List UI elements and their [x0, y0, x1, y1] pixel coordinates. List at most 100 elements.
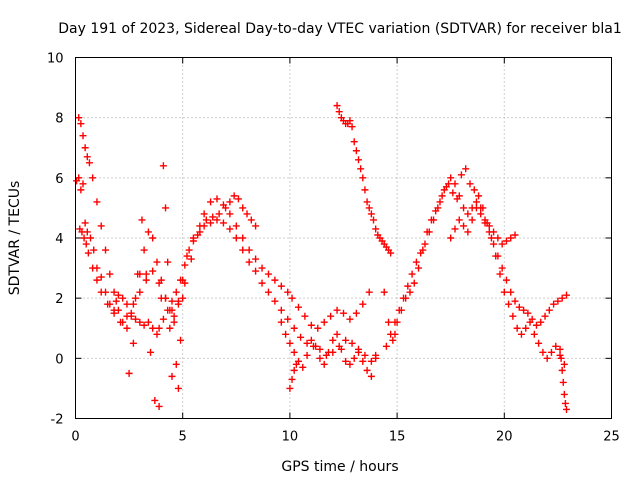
data-point — [136, 318, 144, 326]
data-points — [73, 102, 570, 413]
data-point — [404, 282, 412, 290]
data-point — [157, 276, 165, 284]
data-point — [400, 294, 408, 302]
data-point — [517, 330, 525, 338]
data-point — [179, 294, 187, 302]
data-point — [202, 216, 210, 224]
data-point — [286, 339, 294, 347]
data-point — [412, 258, 420, 266]
data-point — [359, 357, 367, 365]
data-point — [82, 240, 90, 248]
data-point — [558, 366, 566, 374]
data-point — [472, 204, 480, 212]
data-point — [140, 321, 148, 329]
data-point — [271, 297, 279, 305]
data-point — [333, 306, 341, 314]
data-point — [106, 270, 114, 278]
data-point — [153, 330, 161, 338]
data-point — [129, 339, 137, 347]
data-point — [552, 342, 560, 350]
data-point — [119, 294, 127, 302]
data-point — [316, 345, 324, 353]
data-point — [288, 375, 296, 383]
series-b — [76, 195, 373, 332]
data-point — [560, 390, 568, 398]
data-point — [149, 234, 157, 242]
data-point — [410, 279, 418, 287]
data-point — [189, 234, 197, 242]
data-point — [151, 396, 159, 404]
x-tick-label: 5 — [179, 430, 187, 445]
data-point — [451, 180, 459, 188]
data-point — [138, 216, 146, 224]
data-point — [447, 174, 455, 182]
data-point — [460, 204, 468, 212]
data-point — [232, 222, 240, 230]
data-point — [97, 288, 105, 296]
data-point — [147, 348, 155, 356]
chart-title: Day 191 of 2023, Sidereal Day-to-day VTE… — [58, 21, 621, 37]
data-point — [136, 288, 144, 296]
data-point — [363, 366, 371, 374]
data-point — [174, 300, 182, 308]
data-point — [361, 351, 369, 359]
data-point — [350, 354, 358, 362]
data-point — [460, 222, 468, 230]
data-point — [314, 324, 322, 332]
data-point — [507, 288, 515, 296]
data-point — [271, 276, 279, 284]
data-point — [522, 324, 530, 332]
data-point — [365, 288, 373, 296]
data-point — [434, 204, 442, 212]
data-point — [451, 225, 459, 233]
data-point — [294, 303, 302, 311]
data-point — [284, 288, 292, 296]
data-point — [515, 303, 523, 311]
data-point — [102, 246, 110, 254]
data-point — [301, 312, 309, 320]
data-point — [558, 294, 566, 302]
data-point — [357, 165, 365, 173]
data-point — [179, 276, 187, 284]
data-point — [470, 186, 478, 194]
data-point — [550, 300, 558, 308]
data-point — [290, 366, 298, 374]
data-point — [230, 192, 238, 200]
data-point — [144, 228, 152, 236]
data-point — [530, 330, 538, 338]
data-point — [172, 360, 180, 368]
data-point — [355, 156, 363, 164]
data-point — [496, 270, 504, 278]
data-point — [119, 318, 127, 326]
data-point — [97, 222, 105, 230]
data-point — [239, 234, 247, 242]
data-point — [462, 165, 470, 173]
data-point — [159, 315, 167, 323]
data-point — [505, 300, 513, 308]
data-point — [174, 384, 182, 392]
data-point — [562, 405, 570, 413]
data-point — [340, 309, 347, 317]
data-point — [252, 222, 260, 230]
data-point — [485, 228, 493, 236]
series-c — [75, 114, 260, 332]
data-point — [164, 258, 172, 266]
data-point — [187, 255, 195, 263]
series-h — [380, 165, 568, 368]
data-point — [455, 192, 463, 200]
y-tick-label: 4 — [55, 232, 63, 247]
data-point — [252, 255, 260, 263]
data-point — [382, 342, 390, 350]
data-point — [247, 216, 255, 224]
data-point — [232, 234, 240, 242]
data-point — [481, 219, 489, 227]
data-point — [348, 123, 356, 131]
data-point — [123, 300, 131, 308]
data-point — [333, 330, 341, 338]
series-g — [333, 102, 395, 257]
data-point — [348, 339, 356, 347]
y-tick-label: 2 — [55, 292, 63, 307]
data-point — [464, 228, 472, 236]
data-point — [342, 357, 350, 365]
data-point — [545, 306, 553, 314]
